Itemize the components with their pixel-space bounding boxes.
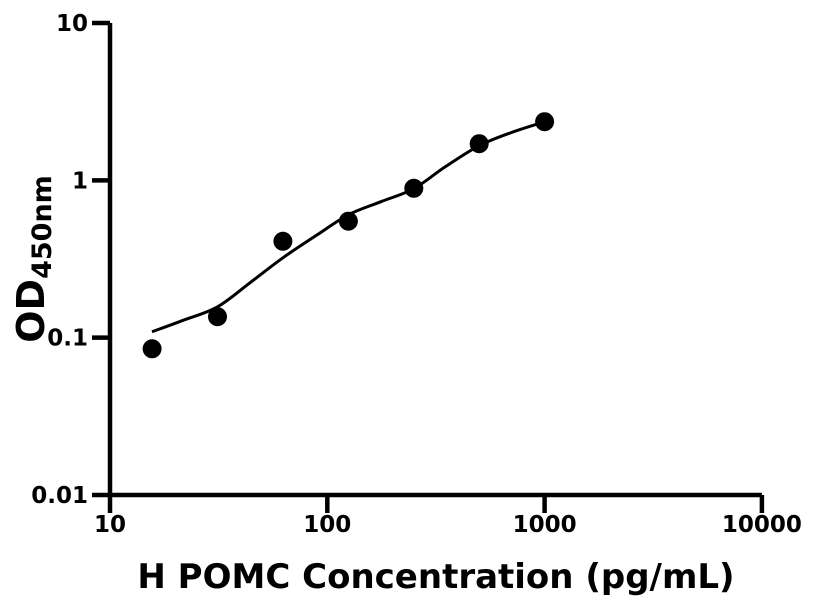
x-tick-label: 10000 — [722, 512, 802, 538]
data-point — [142, 339, 162, 359]
y-tick-label: 10 — [56, 11, 88, 37]
y-axis-title: OD450nm — [9, 175, 58, 343]
x-axis-title: H POMC Concentration (pg/mL) — [137, 557, 734, 597]
axes-layer: 0.01 0.1 1 10 10 100 1000 10000 — [31, 11, 802, 538]
data-point — [208, 307, 227, 327]
data-point — [338, 211, 358, 231]
x-tick-label: 100 — [303, 512, 351, 538]
data-point — [469, 134, 489, 154]
plot-layer — [142, 112, 555, 359]
x-tick-label: 10 — [94, 512, 126, 538]
y-axis-title-sub: 450nm — [27, 175, 58, 279]
x-tick-label: 1000 — [513, 512, 577, 538]
y-tick-label: 0.01 — [31, 483, 88, 509]
y-axis-title-main: OD — [9, 279, 53, 343]
y-tick-label: 0.1 — [47, 326, 88, 352]
data-point — [273, 231, 293, 251]
data-point — [404, 178, 424, 198]
data-point — [535, 112, 555, 132]
y-tick-label: 1 — [72, 168, 88, 194]
